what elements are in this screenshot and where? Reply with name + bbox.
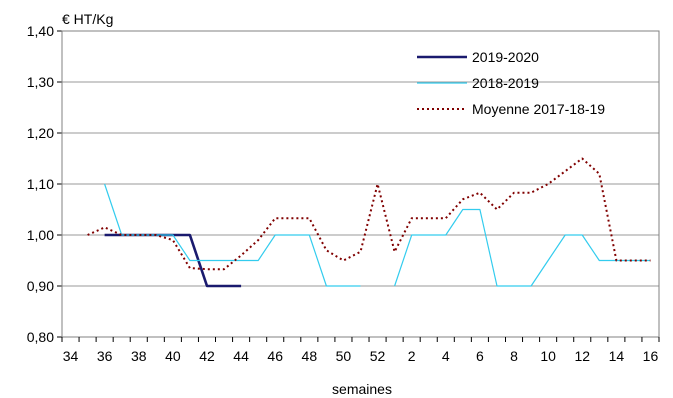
y-tick-label: 1,30 [27,74,54,90]
x-tick-label: 42 [199,348,215,364]
x-tick-label: 52 [370,348,386,364]
grid-lines [62,30,659,338]
y-tick-label: 1,10 [27,176,54,192]
series-line-2 [394,208,651,287]
x-tick-label: 14 [609,348,625,364]
x-tick-label: 48 [302,348,318,364]
x-tick-label: 4 [442,348,450,364]
x-tick-label: 36 [97,348,113,364]
x-tick-label: 44 [233,348,249,364]
x-tick-labels: 34 36 38 40 42 44 46 48 50 52 2 4 6 8 10 12 14 16 [63,348,659,364]
plot-area [61,30,660,338]
x-tick-label: 50 [336,348,352,364]
y-tick-label: 0,90 [27,278,54,294]
x-tick-label: 2 [408,348,416,364]
x-tick-label: 46 [267,348,283,364]
legend-label: 2019-2020 [472,49,539,65]
x-tick-label: 10 [540,348,556,364]
x-tick-label: 38 [131,348,147,364]
x-tick-label: 8 [510,348,518,364]
legend: 2019-2020 2018-2019 Moyenne 2017-18-19 [417,49,605,117]
x-tick-label: 16 [643,348,659,364]
y-tick-label: 1,00 [27,227,54,243]
legend-label: Moyenne 2017-18-19 [472,101,605,117]
y-tick-label: 0,80 [27,329,54,345]
y-tick-label: 1,20 [27,125,54,141]
x-tick-label: 34 [63,348,79,364]
y-tick-label: 1,40 [27,23,54,39]
series-line-2 [104,183,361,287]
x-tick-label: 6 [476,348,484,364]
x-axis-label: semaines [332,381,392,397]
series-line-3 [87,157,651,271]
x-tick-label: 40 [165,348,181,364]
axes [57,30,660,342]
legend-label: 2018-2019 [472,75,539,91]
series-lines [87,157,651,288]
y-axis-label: € HT/Kg [62,11,113,27]
y-tick-labels: 0,80 0,90 1,00 1,10 1,20 1,30 1,40 [27,23,54,345]
x-tick-label: 12 [574,348,590,364]
